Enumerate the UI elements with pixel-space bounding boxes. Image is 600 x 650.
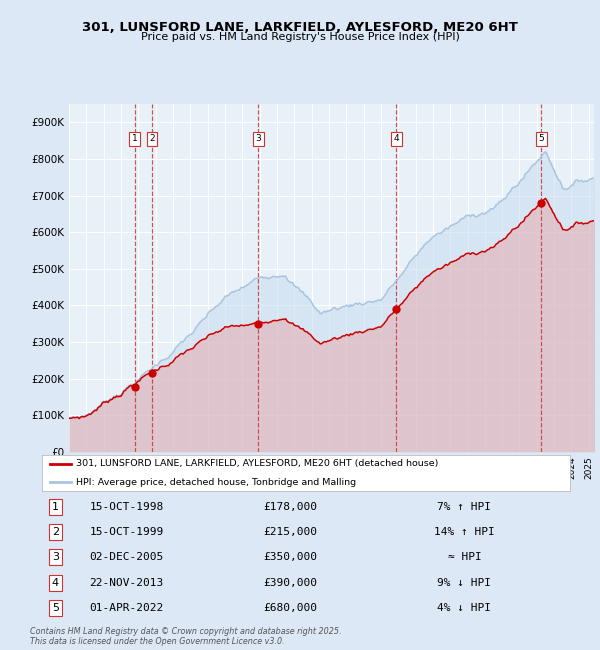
Text: ≈ HPI: ≈ HPI — [448, 552, 481, 562]
Text: 4: 4 — [52, 578, 59, 588]
Text: £390,000: £390,000 — [263, 578, 317, 588]
Text: £350,000: £350,000 — [263, 552, 317, 562]
Text: HPI: Average price, detached house, Tonbridge and Malling: HPI: Average price, detached house, Tonb… — [76, 478, 356, 487]
Text: 301, LUNSFORD LANE, LARKFIELD, AYLESFORD, ME20 6HT (detached house): 301, LUNSFORD LANE, LARKFIELD, AYLESFORD… — [76, 459, 439, 468]
Text: 15-OCT-1998: 15-OCT-1998 — [89, 502, 164, 512]
Text: 3: 3 — [256, 135, 261, 143]
Text: 9% ↓ HPI: 9% ↓ HPI — [437, 578, 491, 588]
Text: 7% ↑ HPI: 7% ↑ HPI — [437, 502, 491, 512]
Text: 22-NOV-2013: 22-NOV-2013 — [89, 578, 164, 588]
Text: 301, LUNSFORD LANE, LARKFIELD, AYLESFORD, ME20 6HT: 301, LUNSFORD LANE, LARKFIELD, AYLESFORD… — [82, 21, 518, 34]
Text: 1: 1 — [132, 135, 137, 143]
Text: 3: 3 — [52, 552, 59, 562]
Text: 15-OCT-1999: 15-OCT-1999 — [89, 527, 164, 537]
Text: £680,000: £680,000 — [263, 603, 317, 613]
Text: £215,000: £215,000 — [263, 527, 317, 537]
Text: £178,000: £178,000 — [263, 502, 317, 512]
Text: 02-DEC-2005: 02-DEC-2005 — [89, 552, 164, 562]
Text: Contains HM Land Registry data © Crown copyright and database right 2025.
This d: Contains HM Land Registry data © Crown c… — [30, 627, 341, 646]
Text: 14% ↑ HPI: 14% ↑ HPI — [434, 527, 495, 537]
Text: 4% ↓ HPI: 4% ↓ HPI — [437, 603, 491, 613]
Text: 01-APR-2022: 01-APR-2022 — [89, 603, 164, 613]
Text: 5: 5 — [52, 603, 59, 613]
Text: 5: 5 — [538, 135, 544, 143]
Text: 2: 2 — [149, 135, 155, 143]
Text: Price paid vs. HM Land Registry's House Price Index (HPI): Price paid vs. HM Land Registry's House … — [140, 32, 460, 42]
Text: 4: 4 — [394, 135, 399, 143]
Text: 1: 1 — [52, 502, 59, 512]
Text: 2: 2 — [52, 527, 59, 537]
